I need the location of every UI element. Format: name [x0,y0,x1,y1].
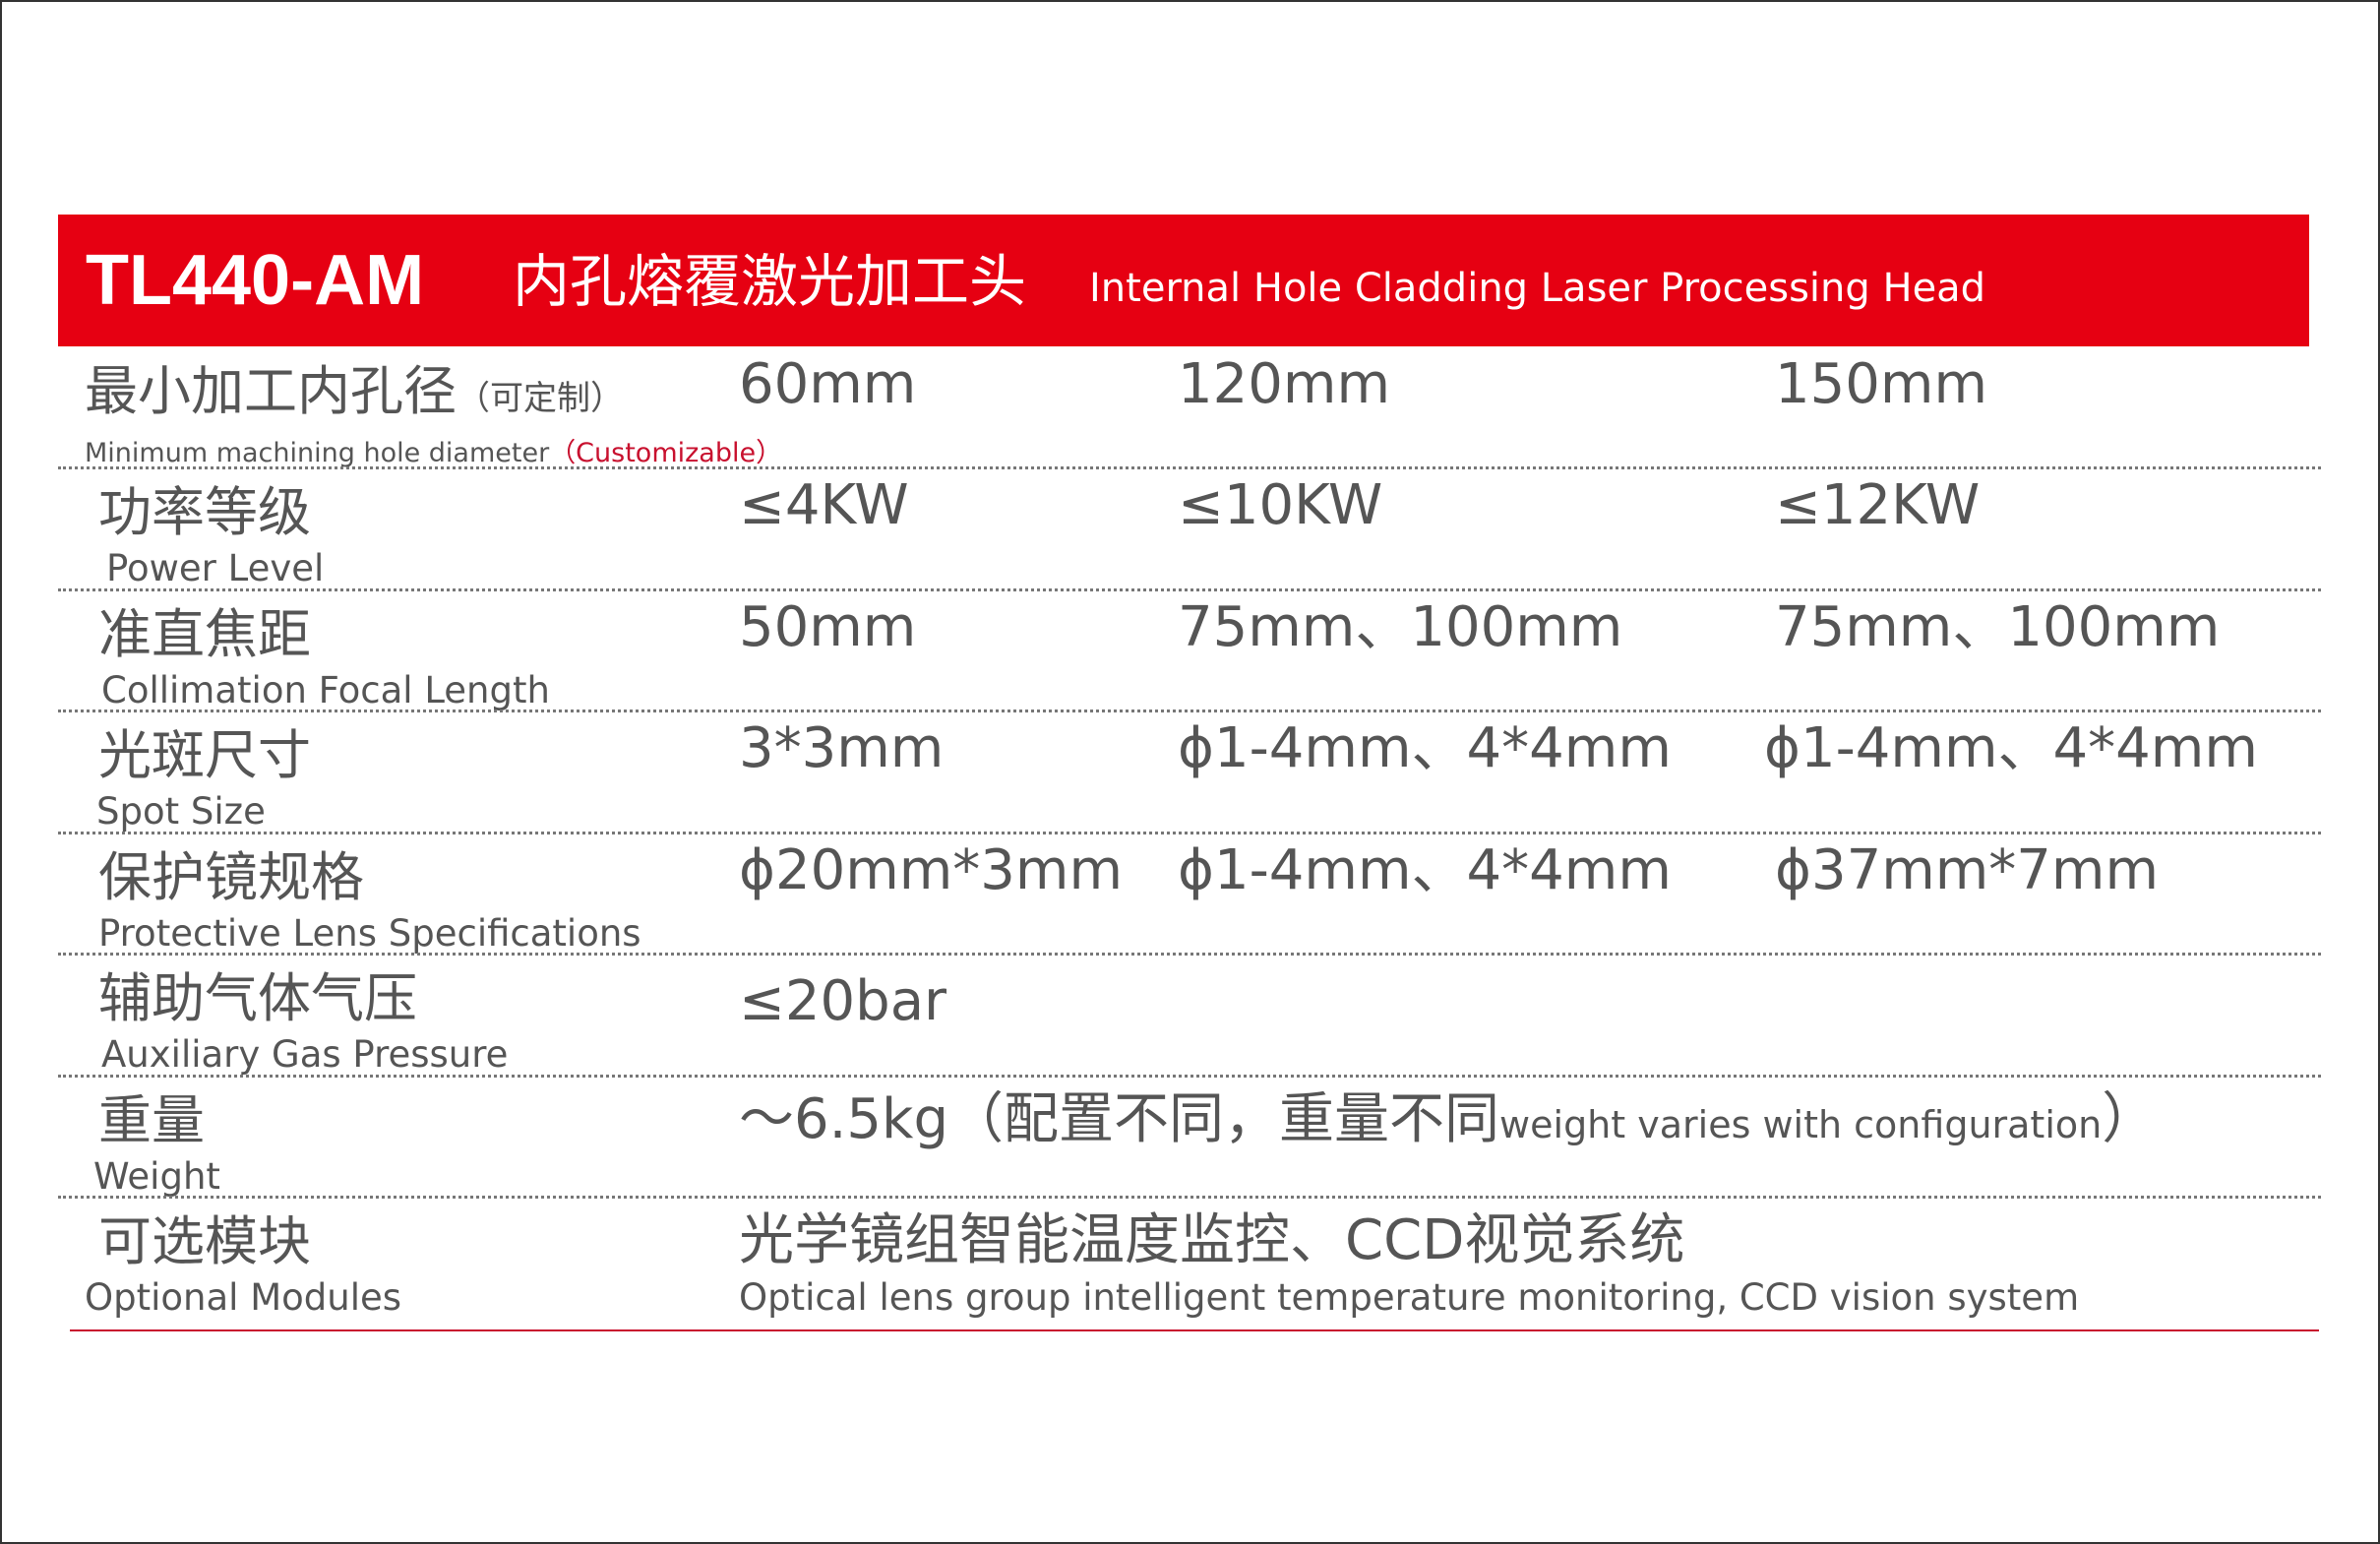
label-cn-note: （可定制） [457,379,624,418]
value: ≤20bar [739,969,947,1033]
label-cn: 光斑尺寸 [98,724,311,786]
modules-value-cn: 光学镜组智能温度监控、CCD视觉系统 [739,1208,1685,1272]
weight-value: ～6.5kg（配置不同，重量不同 [739,1087,1500,1151]
label-en: Power Level [106,547,325,589]
value: 75mm、100mm [1775,595,2221,659]
spec-row-weight: 重量 Weight ～6.5kg（配置不同，重量不同weight varies … [0,1076,2380,1198]
spec-row-power: 功率等级 Power Level ≤4KW ≤10KW ≤12KW [0,467,2380,589]
label-cn: 最小加工内孔径 [85,360,457,422]
divider [58,832,2321,834]
label-en: Optional Modules [85,1276,402,1319]
spec-row-lens: 保护镜规格 Protective Lens Specifications ϕ20… [0,833,2380,955]
value: ϕ20mm*3mm [739,838,1124,902]
label-en: Auxiliary Gas Pressure [101,1033,509,1076]
divider [58,1196,2321,1199]
title-banner: TL440-AM 内孔熔覆激光加工头 Internal Hole Claddin… [58,215,2309,346]
label-cn: 辅助气体气压 [98,967,417,1029]
label-en: Minimum machining hole diameter [85,438,550,468]
modules-value-en: Optical lens group intelligent temperatu… [739,1276,2080,1319]
divider [58,1075,2321,1078]
weight-note-en: weight varies with configuration [1499,1103,2103,1146]
title-cn: 内孔熔覆激光加工头 [513,248,1027,315]
value: 3*3mm [739,716,945,780]
divider [58,710,2321,712]
value: 120mm [1178,352,1390,416]
label-en: Collimation Focal Length [101,669,550,711]
label-en: Weight [93,1155,220,1198]
value: ϕ1-4mm、4*4mm [1764,716,2258,780]
spec-row-min-hole: 最小加工内孔径（可定制） Minimum machining hole diam… [0,346,2380,469]
value: 150mm [1775,352,1987,416]
spec-row-focal: 准直焦距 Collimation Focal Length 50mm 75mm、… [0,589,2380,711]
label-en-note: （Customizable） [549,438,783,468]
label-cn: 可选模块 [98,1210,311,1272]
divider [58,588,2321,591]
spec-row-spot: 光斑尺寸 Spot Size 3*3mm ϕ1-4mm、4*4mm ϕ1-4mm… [0,710,2380,833]
value: ≤12KW [1775,473,1981,537]
label-cn: 保护镜规格 [98,846,364,908]
label-en: Spot Size [96,790,266,833]
divider [58,953,2321,956]
value: 50mm [739,595,917,659]
value: ϕ1-4mm、4*4mm [1178,716,1672,780]
label-en: Protective Lens Specifications [98,912,641,955]
bottom-rule [70,1329,2319,1331]
value: 75mm、100mm [1178,595,1623,659]
weight-close: ） [2102,1087,2158,1151]
label-cn: 准直焦距 [98,603,311,665]
model-name: TL440-AM [86,241,425,320]
value: 60mm [739,352,917,416]
divider [58,466,2321,469]
spec-row-modules: 可选模块 Optional Modules 光学镜组智能温度监控、CCD视觉系统… [0,1197,2380,1319]
label-cn: 重量 [98,1089,205,1151]
title-en: Internal Hole Cladding Laser Processing … [1089,266,1986,311]
spec-row-gas: 辅助气体气压 Auxiliary Gas Pressure ≤20bar [0,954,2380,1076]
value: ϕ37mm*7mm [1775,838,2160,902]
label-cn: 功率等级 [98,481,311,543]
value: ≤4KW [739,473,909,537]
value: ϕ1-4mm、4*4mm [1178,838,1672,902]
value: ≤10KW [1178,473,1383,537]
